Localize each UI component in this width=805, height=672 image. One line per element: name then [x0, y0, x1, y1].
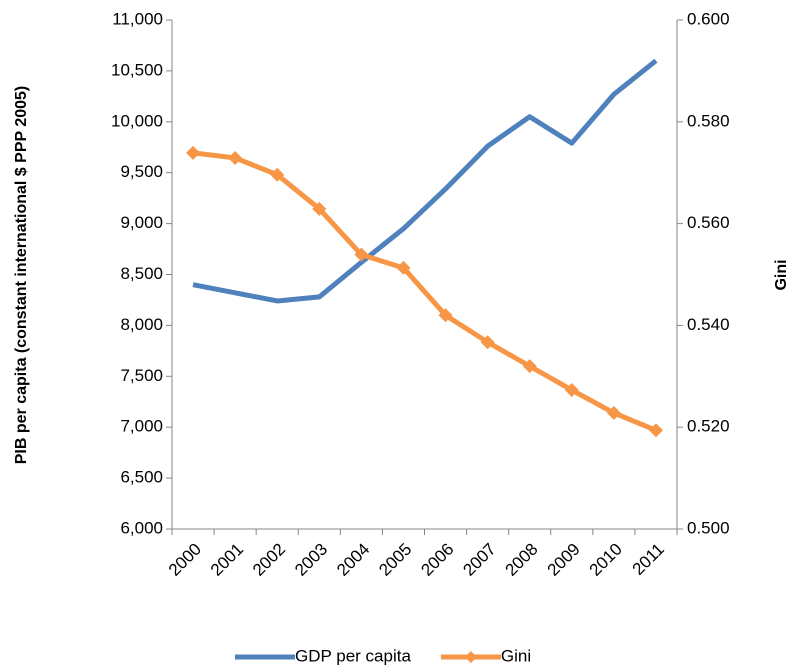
- y-tick-label: 8,000: [120, 315, 163, 334]
- x-tick-label: 2002: [249, 540, 289, 580]
- y-tick-label: 10,500: [111, 60, 163, 79]
- y-axis-title: PIB per capita (constant international $…: [13, 86, 30, 464]
- y2-tick-label: 0.600: [687, 9, 730, 28]
- y2-axis-title: Gini: [773, 259, 790, 290]
- marker: [522, 359, 537, 374]
- marker: [648, 423, 663, 438]
- marker: [354, 247, 369, 262]
- x-tick-label: 2001: [207, 540, 247, 580]
- y-tick-label: 9,500: [120, 162, 163, 181]
- x-tick-label: 2003: [291, 540, 331, 580]
- y2-tick-label: 0.500: [687, 518, 730, 537]
- y-tick-label: 11,000: [112, 9, 163, 28]
- y2-tick-label: 0.520: [687, 417, 730, 436]
- y-tick-label: 9,000: [120, 213, 163, 232]
- marker: [564, 383, 579, 398]
- y2-tick-label: 0.540: [687, 315, 730, 334]
- x-tick-label: 2006: [417, 540, 457, 580]
- y2-tick-label: 0.580: [687, 111, 730, 130]
- marker: [480, 335, 495, 350]
- y-tick-label: 7,500: [120, 366, 163, 385]
- x-tick-label: 2000: [165, 540, 205, 580]
- marker: [438, 308, 453, 323]
- y-tick-label: 8,500: [120, 264, 163, 283]
- marker: [606, 405, 621, 420]
- y-tick-label: 10,000: [111, 111, 163, 130]
- marker: [312, 201, 327, 216]
- x-tick-label: 2010: [586, 540, 626, 580]
- y-tick-label: 6,000: [120, 518, 163, 537]
- marker: [396, 260, 411, 275]
- legend-label: Gini: [501, 646, 531, 665]
- x-tick-label: 2005: [375, 540, 415, 580]
- marker: [186, 145, 201, 160]
- y2-tick-label: 0.560: [687, 213, 730, 232]
- legend-label: GDP per capita: [295, 646, 411, 665]
- x-tick-label: 2011: [629, 540, 668, 579]
- x-tick-label: 2004: [333, 540, 373, 580]
- x-tick-label: 2008: [502, 540, 542, 580]
- marker: [228, 150, 243, 165]
- marker: [270, 167, 285, 182]
- series-line: [192, 150, 657, 433]
- x-tick-label: 2009: [544, 540, 584, 580]
- legend-marker: [464, 651, 477, 663]
- x-tick-label: 2007: [459, 540, 499, 580]
- y-tick-label: 7,000: [120, 417, 163, 436]
- y-tick-label: 6,500: [120, 468, 163, 487]
- series-line: [192, 58, 658, 304]
